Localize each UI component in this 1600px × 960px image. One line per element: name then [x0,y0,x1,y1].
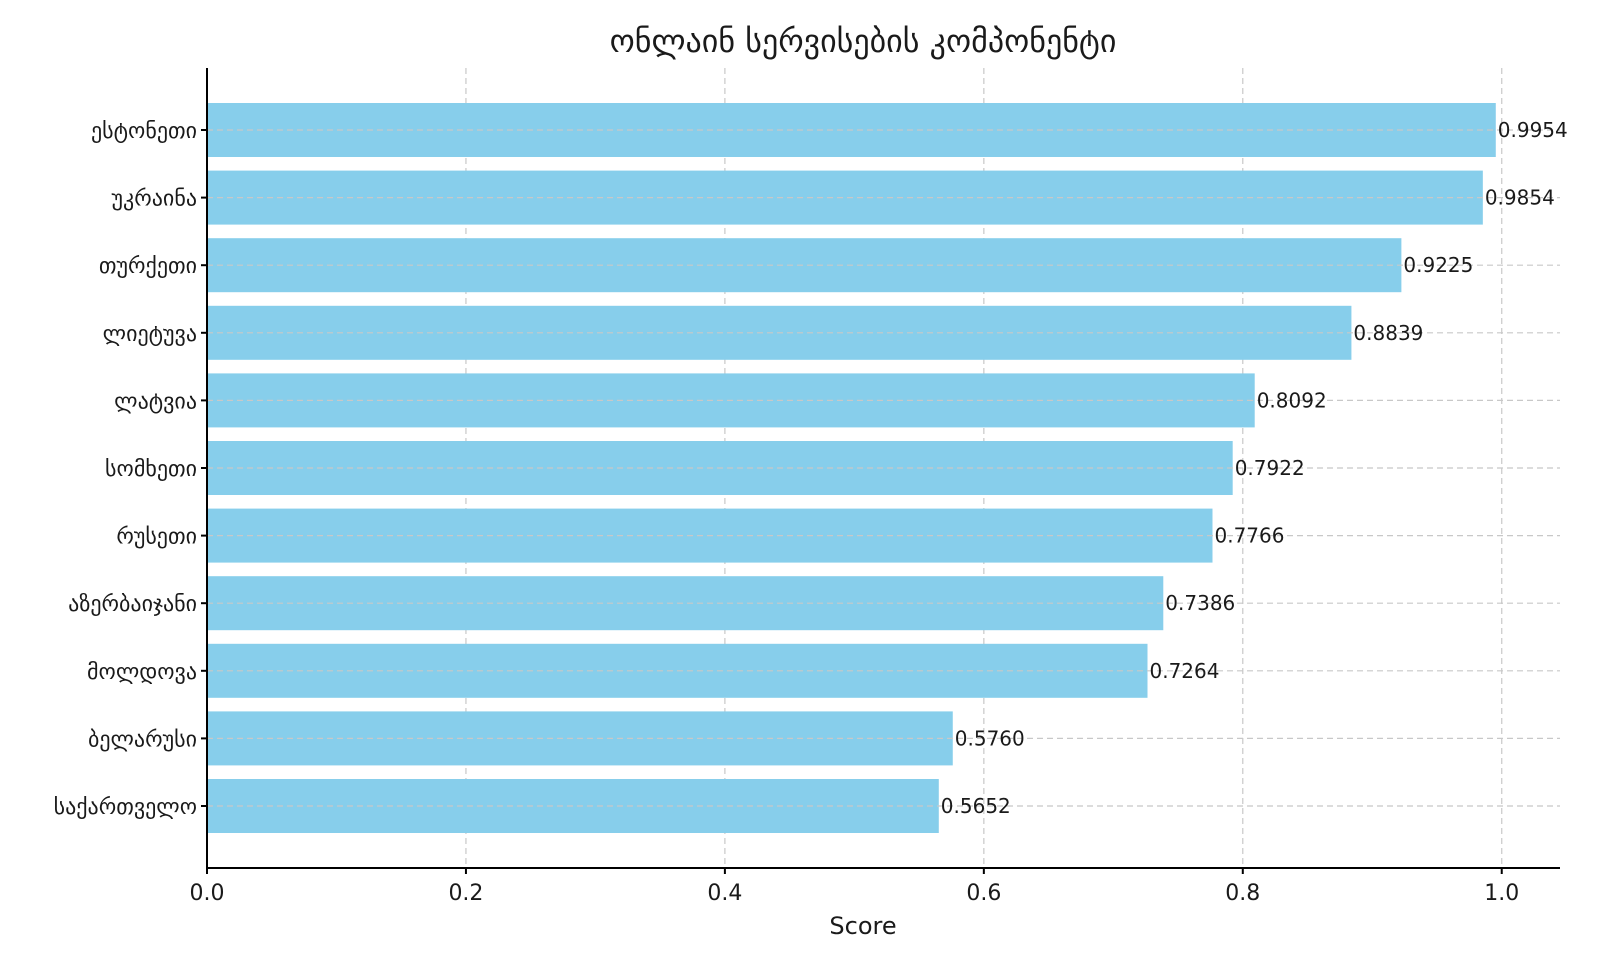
y-tick-label: საქართველო [54,795,197,820]
y-tick-label: უკრაინა [112,187,197,212]
x-tick-label: 0.4 [707,881,742,906]
bar [207,576,1164,631]
y-tick-labels: ესტონეთი უკრაინა თურქეთი ლიეტუვა ლატვია სომხე… [54,119,197,820]
y-tick-label: ლატვია [114,389,197,414]
x-axis-label: Score [829,912,896,940]
y-tick-label: ლიეტუვა [103,322,197,347]
x-tick-labels: 0.0 0.2 0.4 0.6 0.8 1.0 [190,881,1520,906]
x-tick-label: 0.0 [190,881,225,906]
x-tick-label: 0.2 [448,881,483,906]
data-label: 0.9954 [1498,118,1568,142]
y-tick-label: თურქეთი [99,254,197,279]
x-tick-label: 0.8 [1225,881,1260,906]
data-label: 0.7766 [1214,524,1284,548]
data-label: 0.8839 [1353,321,1423,345]
y-tick-label: მოლდოვა [87,660,197,685]
axes [201,68,1560,874]
y-tick-label: რუსეთი [116,525,197,550]
y-tick-label: აზერბაიჯანი [68,592,197,617]
data-label: 0.9854 [1485,186,1555,210]
data-label: 0.8092 [1257,388,1327,412]
data-label: 0.7922 [1235,456,1305,480]
data-label: 0.7264 [1149,659,1219,683]
data-label: 0.9225 [1403,253,1473,277]
y-tick-label: ბელარუსი [88,727,197,752]
data-label: 0.7386 [1165,591,1235,615]
chart-title: ონლაინ სერვისების კომპონენტი [610,22,1117,60]
x-tick-label: 1.0 [1484,881,1519,906]
data-labels: 0.9954 0.9854 0.9225 0.8839 0.8092 0.7922 0.77… [941,118,1568,818]
x-tick-label: 0.6 [966,881,1001,906]
y-tick-label: სომხეთი [105,457,197,482]
y-tick-label: ესტონეთი [91,119,197,144]
data-label: 0.5652 [941,794,1011,818]
data-label: 0.5760 [955,726,1025,750]
